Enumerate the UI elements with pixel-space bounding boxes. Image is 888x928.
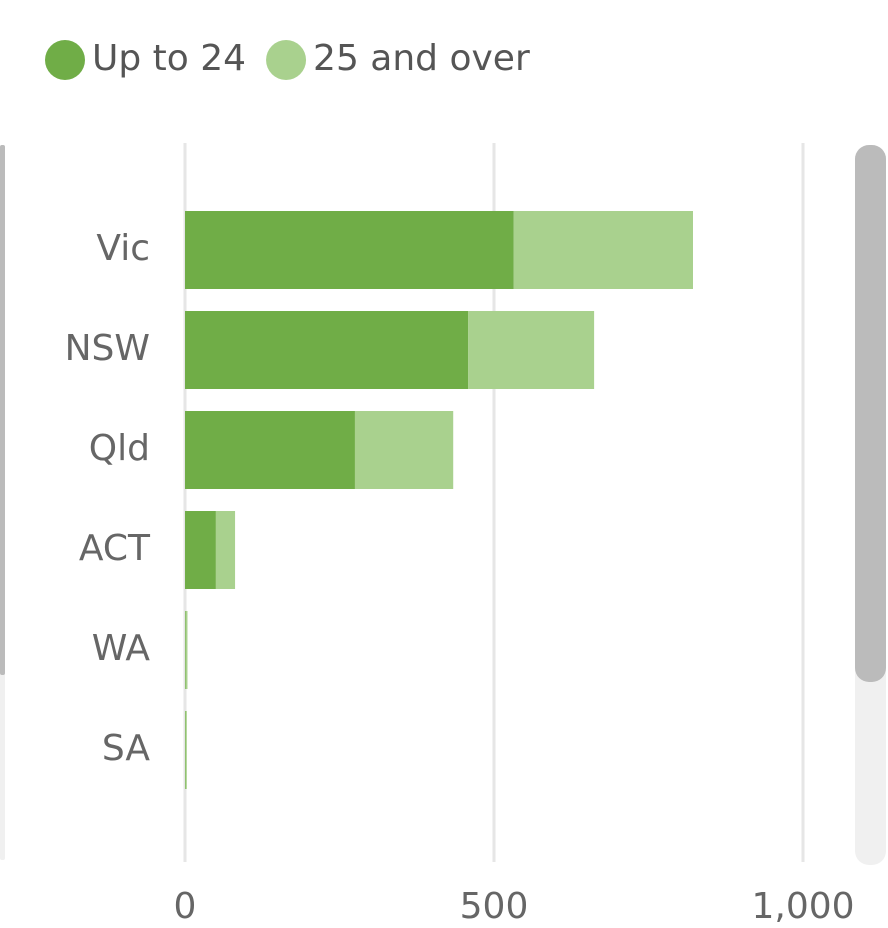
y-tick-label: WA — [92, 628, 151, 669]
x-tick-label: 500 — [460, 886, 529, 927]
bar-segment — [185, 411, 355, 489]
bar-segment — [354, 411, 454, 489]
x-tick-label: 1,000 — [751, 886, 854, 927]
bar-segment — [185, 611, 186, 689]
bar-segment — [185, 311, 469, 389]
legend-label: Up to 24 — [92, 38, 246, 79]
legend-swatch — [266, 40, 307, 80]
x-tick-label: 0 — [174, 886, 197, 927]
bar-segment — [185, 711, 186, 789]
y-tick-label: SA — [102, 728, 151, 769]
bar-segment — [185, 611, 188, 689]
bar-segment — [215, 511, 236, 589]
bar-segment — [468, 311, 595, 389]
bar-segment — [185, 211, 514, 289]
y-tick-label: NSW — [65, 328, 150, 369]
bar-segment — [513, 211, 693, 289]
legend: Up to 24 25 and over — [45, 38, 530, 80]
legend-label: 25 and over — [313, 38, 530, 79]
left-scroll-thumb[interactable] — [0, 145, 5, 675]
y-tick-label: Qld — [89, 428, 150, 469]
y-tick-label: Vic — [96, 228, 150, 269]
y-tick-label: ACT — [79, 528, 151, 569]
legend-swatch — [45, 40, 85, 80]
bar-segment — [185, 711, 187, 789]
bar-segment — [185, 511, 216, 589]
right-scroll-thumb[interactable] — [855, 145, 886, 682]
